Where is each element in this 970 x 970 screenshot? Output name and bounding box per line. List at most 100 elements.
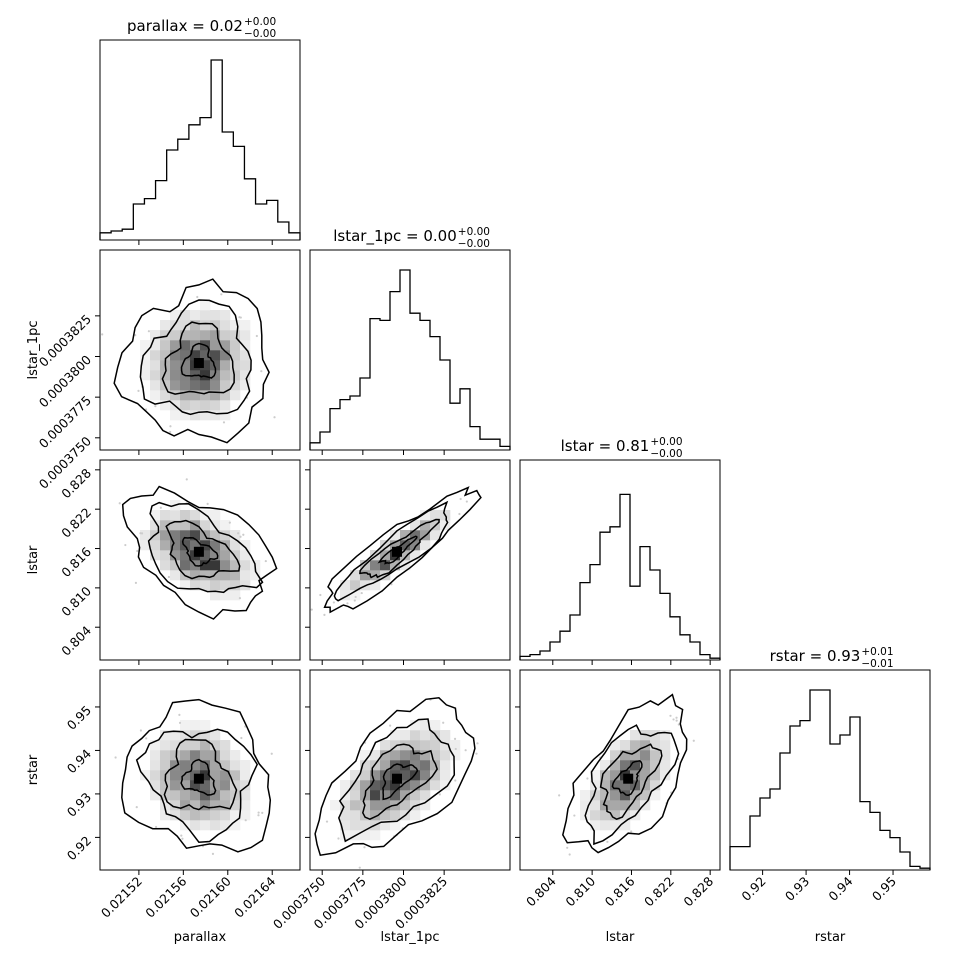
y-tick-label: 0.810 — [58, 583, 94, 619]
density-cell — [150, 380, 161, 391]
density-cell — [650, 780, 661, 791]
density-cell — [630, 730, 641, 741]
x-tick-label: 0.02160 — [187, 873, 234, 920]
scatter-point — [458, 512, 461, 516]
density-cell — [180, 310, 191, 321]
density-cell — [220, 560, 231, 571]
scatter-point — [114, 756, 117, 759]
density-cell — [650, 730, 661, 741]
density-peak — [193, 358, 204, 369]
density-cell — [240, 780, 251, 791]
density-cell — [240, 550, 251, 561]
scatter-point — [476, 742, 479, 745]
density-cell — [600, 780, 611, 791]
density-cell — [380, 760, 391, 771]
density-cell — [390, 540, 401, 551]
density-cell — [410, 540, 421, 551]
contour-level-3 — [359, 518, 440, 579]
density-cell — [650, 750, 661, 761]
density-cell — [180, 400, 191, 411]
density-cell — [250, 570, 261, 581]
density-cell — [350, 800, 361, 811]
density-cell — [180, 390, 191, 401]
density-cell — [230, 750, 241, 761]
density-cell — [600, 820, 611, 831]
density-cell — [170, 550, 181, 561]
density-cell — [230, 330, 241, 341]
density-cell — [430, 740, 441, 751]
y-tick-label: 0.95 — [64, 702, 94, 732]
scatter-point — [566, 846, 569, 849]
density-cell — [240, 350, 251, 361]
panel-frame — [519, 459, 721, 661]
scatter-point — [137, 389, 140, 392]
density-peak — [391, 546, 402, 557]
density-cell — [410, 550, 421, 561]
density-cell — [190, 540, 201, 551]
density-cell — [240, 320, 251, 331]
contour-level-4 — [181, 536, 219, 567]
density-cell — [150, 350, 161, 361]
density-cell — [190, 380, 201, 391]
density-cell — [410, 790, 421, 801]
density-cell — [390, 790, 401, 801]
panel-frame — [99, 249, 301, 451]
density-cell — [160, 750, 171, 761]
density-cell — [400, 530, 411, 541]
density-cell — [160, 740, 171, 751]
density-cell — [640, 770, 651, 781]
density-cell — [380, 820, 391, 831]
scatter-point — [438, 793, 441, 796]
density-cell — [640, 800, 651, 811]
density-cell — [150, 740, 161, 751]
density-cell — [180, 580, 191, 591]
density-cell — [150, 520, 161, 531]
density-cell — [380, 740, 391, 751]
density-cell — [220, 810, 231, 821]
density-cell — [220, 530, 231, 541]
density-cell — [230, 580, 241, 591]
density-cell — [180, 550, 191, 561]
scatter-point — [118, 502, 121, 505]
density-cell — [430, 780, 441, 791]
density-cell — [400, 550, 411, 561]
density-cell — [220, 820, 231, 831]
density-cell — [190, 720, 201, 731]
scatter-point — [453, 737, 457, 741]
contour-level-1 — [113, 278, 270, 444]
density-cell — [350, 790, 361, 801]
density-cell — [370, 810, 381, 821]
scatter-point — [134, 581, 138, 584]
density-cell — [580, 800, 591, 811]
contour-level-2 — [135, 728, 259, 843]
density-cell — [150, 370, 161, 381]
scatter-point — [360, 591, 363, 595]
density-cell — [640, 780, 651, 791]
scatter-point — [257, 811, 260, 814]
density-cell — [210, 590, 221, 601]
density-cell — [230, 820, 241, 831]
contour-level-2 — [337, 718, 456, 843]
scatter-point — [442, 721, 445, 724]
title-rstar: rstar = 0.93 — [770, 647, 861, 665]
density-cell — [160, 800, 171, 811]
density-cell — [610, 810, 621, 821]
density-cell — [370, 550, 381, 561]
scatter-point — [346, 602, 349, 605]
density-cell — [150, 750, 161, 761]
density-cell — [150, 340, 161, 351]
density-cell — [600, 770, 611, 781]
density-cell — [180, 810, 191, 821]
density-cell — [150, 780, 161, 791]
density-cell — [200, 780, 211, 791]
scatter-point — [244, 819, 247, 822]
density-cell — [180, 800, 191, 811]
density-cell — [200, 760, 211, 771]
density-cell — [340, 590, 351, 601]
density-cell — [340, 780, 351, 791]
density-cell — [170, 730, 181, 741]
density-cell — [430, 770, 441, 781]
density-cell — [210, 560, 221, 571]
density-cell — [390, 530, 401, 541]
density-cell — [450, 750, 461, 761]
